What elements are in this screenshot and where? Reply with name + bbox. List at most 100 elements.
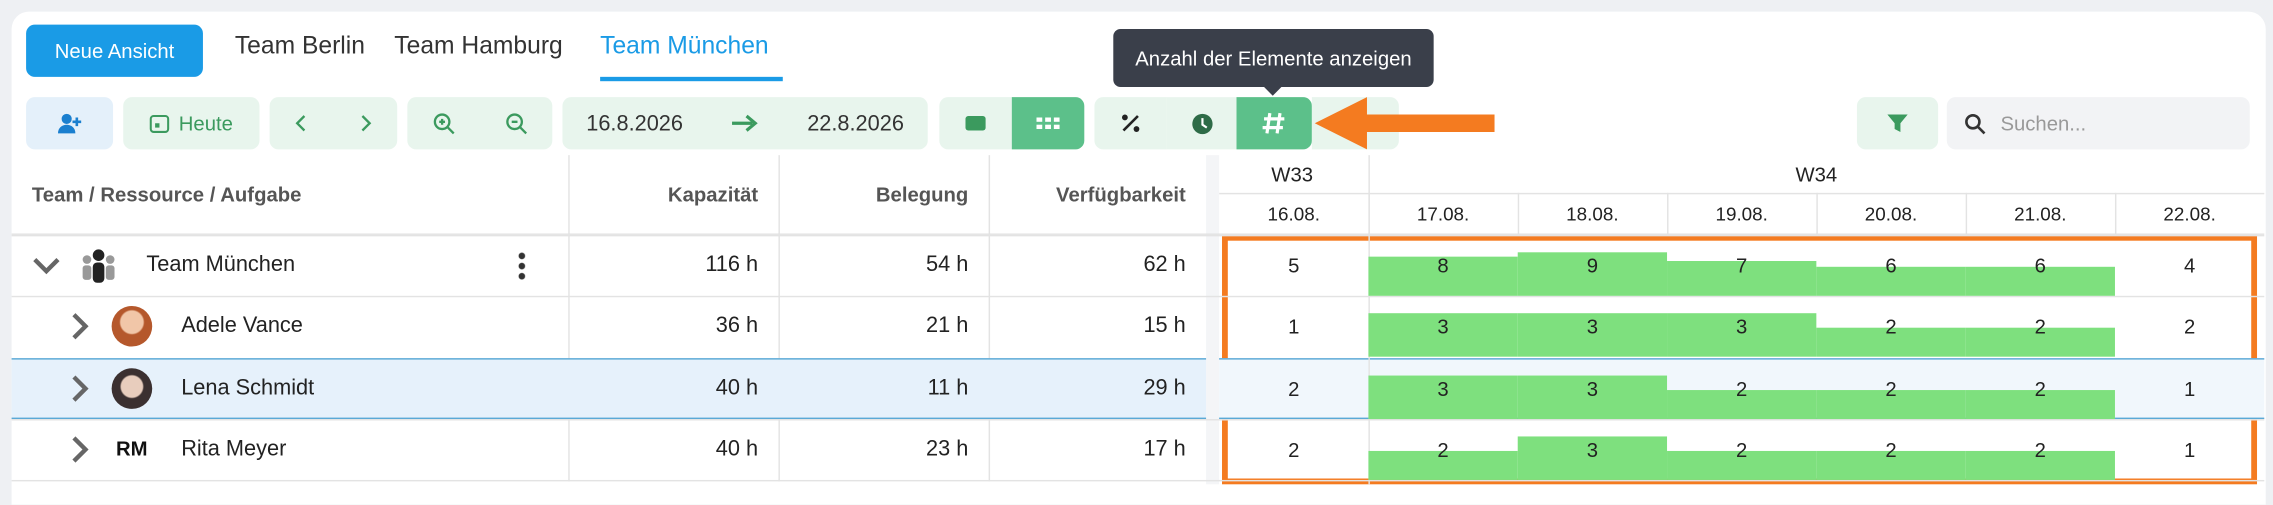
tab[interactable]: Team Berlin [234, 31, 365, 60]
count-label: 4 [2183, 253, 2196, 277]
column-divider [778, 155, 780, 482]
count-bar [1667, 312, 1817, 357]
hours-button[interactable] [1166, 97, 1237, 150]
count-label: 6 [2034, 253, 2046, 277]
tooltip-arrow [1262, 85, 1283, 96]
tab-active[interactable]: Team München [600, 31, 769, 60]
column-header: Belegung [875, 182, 969, 206]
zoom-in-icon[interactable] [432, 112, 455, 135]
add-user-button[interactable] [26, 97, 114, 150]
count-bar [1816, 389, 1966, 420]
date-range[interactable]: 16.8.2026 22.8.2026 [562, 97, 928, 150]
count-bar [1517, 375, 1668, 420]
count-label: 2 [1437, 437, 1449, 462]
count-label: 2 [1885, 377, 1897, 401]
count-bar [1667, 261, 1817, 296]
hours-cell: 15 h [1143, 313, 1186, 338]
count-label: 2 [2034, 377, 2046, 401]
column-header: Team / Ressource / Aufgabe [31, 182, 302, 206]
page: Neue Ansicht Team Berlin Team Hamburg Te… [11, 11, 2266, 505]
week-label: W33 [1271, 162, 1314, 186]
view-grid-button[interactable] [1011, 97, 1085, 150]
hours-cell: 36 h [715, 313, 759, 338]
search-placeholder: Suchen... [2000, 111, 2087, 135]
expand-toggle[interactable] [32, 251, 61, 280]
hours-cell: 29 h [1143, 375, 1186, 401]
icon [1191, 113, 1212, 134]
today-button[interactable]: Heute [123, 97, 260, 150]
hours-cell: 17 h [1143, 436, 1186, 462]
row-divider [11, 419, 2265, 421]
tab[interactable]: Team Hamburg [394, 31, 563, 60]
hours-cell: 21 h [925, 313, 969, 338]
hours-cell: 54 h [925, 252, 969, 277]
count-label: 3 [1586, 377, 1599, 401]
icon [150, 114, 170, 133]
expand-toggle[interactable] [65, 374, 94, 403]
card [11, 11, 2266, 505]
new-view-button[interactable]: Neue Ansicht [26, 24, 203, 77]
count-bar [1816, 327, 1966, 357]
count-label: 2 [2034, 437, 2046, 462]
hours-cell: 62 h [1143, 252, 1186, 277]
count-label: 2 [1885, 314, 1897, 338]
prev-icon[interactable] [294, 113, 308, 133]
count-button[interactable] [1236, 97, 1312, 150]
view-bar-button[interactable] [939, 97, 1012, 150]
avatar [111, 368, 153, 409]
expand-toggle[interactable] [65, 312, 94, 341]
day-divider [1667, 192, 1669, 235]
count-bar [1368, 450, 1518, 480]
count-bar [1517, 436, 1668, 480]
app: Neue Ansicht Team Berlin Team Hamburg Te… [11, 11, 2266, 505]
team-icon [82, 249, 115, 283]
resource-name: Rita Meyer [181, 436, 287, 462]
count-bar [1368, 312, 1518, 357]
column-divider [568, 155, 570, 482]
zoom-buttons[interactable] [407, 97, 553, 150]
row-divider [11, 295, 2265, 298]
search-box[interactable]: Suchen... [1946, 97, 2250, 150]
count-bar [1816, 450, 1966, 480]
day-divider [1965, 192, 1968, 235]
day-label: 19.08. [1715, 203, 1768, 225]
day-label: 21.08. [2014, 203, 2067, 225]
count-label: 2 [1736, 377, 1748, 401]
header-divider [11, 233, 2265, 235]
expand-toggle[interactable] [65, 435, 94, 464]
count-label: 3 [1586, 437, 1599, 462]
count-bar [1965, 327, 2115, 357]
count-label: 2 [1736, 437, 1748, 462]
date-from[interactable]: 16.8.2026 [586, 110, 683, 136]
arrow-icon [732, 114, 758, 132]
row-menu[interactable] [516, 250, 528, 280]
day-divider [1368, 192, 1370, 235]
count-label: 3 [1586, 314, 1599, 338]
hours-cell: 116 h [705, 252, 759, 277]
zoom-out-icon[interactable] [504, 112, 528, 135]
percent-button[interactable] [1094, 97, 1167, 150]
avatar [111, 305, 153, 347]
icon [1262, 112, 1285, 134]
tab-underline [600, 76, 783, 82]
icon [57, 113, 82, 134]
divider [1206, 155, 1220, 485]
count-bar [1368, 256, 1518, 296]
hours-cell: 23 h [925, 436, 969, 462]
count-label: 1 [2183, 437, 2196, 462]
count-label: 2 [1288, 377, 1300, 401]
hours-cell: 40 h [715, 375, 759, 401]
day-label: 17.08. [1416, 203, 1470, 225]
count-bar [1667, 450, 1817, 480]
count-label: 6 [1885, 253, 1897, 277]
nav-buttons[interactable] [269, 97, 398, 150]
icon [1887, 114, 1908, 132]
count-label: 9 [1586, 253, 1599, 277]
date-to[interactable]: 22.8.2026 [807, 110, 904, 136]
next-icon[interactable] [358, 113, 372, 133]
filter-button[interactable] [1856, 97, 1939, 150]
count-bar [1965, 450, 2115, 480]
count-bar [1517, 312, 1668, 357]
day-label: 22.08. [2163, 203, 2216, 225]
week-label: W34 [1795, 162, 1838, 186]
